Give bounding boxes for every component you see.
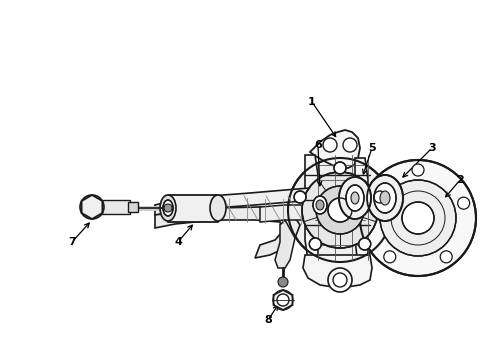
Circle shape bbox=[373, 191, 385, 203]
Circle shape bbox=[287, 158, 391, 262]
Polygon shape bbox=[354, 158, 367, 265]
Circle shape bbox=[278, 277, 287, 287]
Ellipse shape bbox=[350, 192, 358, 204]
Circle shape bbox=[342, 138, 356, 152]
Circle shape bbox=[302, 172, 377, 248]
Ellipse shape bbox=[346, 185, 363, 211]
Polygon shape bbox=[155, 188, 314, 215]
Circle shape bbox=[315, 186, 363, 234]
Ellipse shape bbox=[366, 175, 402, 221]
Polygon shape bbox=[92, 200, 130, 214]
Circle shape bbox=[411, 164, 423, 176]
Text: 1: 1 bbox=[307, 97, 315, 107]
Polygon shape bbox=[81, 195, 102, 219]
Ellipse shape bbox=[160, 195, 176, 221]
Polygon shape bbox=[155, 207, 299, 258]
Polygon shape bbox=[303, 255, 371, 288]
Circle shape bbox=[327, 198, 351, 222]
Ellipse shape bbox=[312, 196, 326, 214]
Polygon shape bbox=[260, 205, 314, 222]
Circle shape bbox=[439, 251, 451, 263]
Polygon shape bbox=[273, 290, 292, 310]
Circle shape bbox=[359, 160, 475, 276]
Circle shape bbox=[276, 294, 288, 306]
Circle shape bbox=[457, 197, 468, 209]
Text: 4: 4 bbox=[174, 237, 182, 247]
Circle shape bbox=[163, 204, 172, 212]
Circle shape bbox=[358, 238, 370, 250]
Circle shape bbox=[401, 202, 433, 234]
Circle shape bbox=[309, 238, 321, 250]
Text: 7: 7 bbox=[68, 237, 76, 247]
Ellipse shape bbox=[315, 200, 324, 210]
Ellipse shape bbox=[373, 183, 395, 213]
Polygon shape bbox=[165, 195, 220, 222]
Circle shape bbox=[327, 268, 351, 292]
Ellipse shape bbox=[379, 191, 389, 205]
Polygon shape bbox=[128, 202, 138, 212]
Circle shape bbox=[383, 251, 395, 263]
Text: 2: 2 bbox=[455, 175, 463, 185]
Circle shape bbox=[323, 138, 336, 152]
Circle shape bbox=[366, 197, 378, 209]
Text: 3: 3 bbox=[427, 143, 435, 153]
Circle shape bbox=[333, 162, 346, 174]
Circle shape bbox=[293, 191, 305, 203]
Text: 5: 5 bbox=[367, 143, 375, 153]
Ellipse shape bbox=[209, 195, 225, 221]
Polygon shape bbox=[309, 130, 359, 168]
Text: 6: 6 bbox=[313, 140, 321, 150]
Circle shape bbox=[379, 180, 455, 256]
Ellipse shape bbox=[163, 200, 173, 216]
Ellipse shape bbox=[338, 177, 370, 219]
Text: 8: 8 bbox=[264, 315, 271, 325]
Polygon shape bbox=[274, 220, 294, 268]
Polygon shape bbox=[305, 155, 317, 260]
